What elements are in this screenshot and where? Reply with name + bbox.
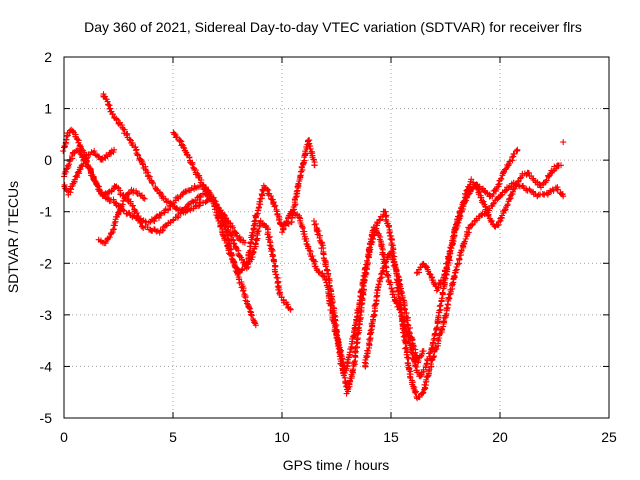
y-axis-label: SDTVAR / TECUs bbox=[5, 181, 21, 293]
point-markers bbox=[170, 129, 248, 246]
y-tick-label: 1 bbox=[44, 101, 52, 117]
x-axis-label: GPS time / hours bbox=[283, 457, 390, 473]
series-arc-5 bbox=[95, 186, 148, 247]
x-tick-labels: 0 5 10 15 20 25 bbox=[60, 429, 617, 445]
y-tick-label: 2 bbox=[44, 49, 52, 65]
x-tick-label: 0 bbox=[60, 429, 68, 445]
series-arc-6 bbox=[170, 129, 248, 246]
series-arc-4 bbox=[61, 146, 118, 198]
point-markers bbox=[217, 209, 294, 313]
series-arc-3 bbox=[100, 91, 214, 216]
y-tick-label: -2 bbox=[40, 255, 53, 271]
series-arc-10 bbox=[361, 248, 427, 370]
point-markers bbox=[100, 91, 214, 216]
point-markers bbox=[560, 139, 567, 146]
y-tick-label: 0 bbox=[44, 152, 52, 168]
series-arc-11 bbox=[413, 162, 564, 294]
x-tick-label: 10 bbox=[274, 429, 290, 445]
point-markers bbox=[279, 179, 567, 402]
y-tick-label: -5 bbox=[40, 410, 53, 426]
axis-ticks bbox=[63, 56, 610, 419]
point-markers bbox=[361, 248, 427, 370]
y-tick-labels: -5 -4 -3 -2 -1 0 1 2 bbox=[40, 49, 53, 426]
x-tick-label: 15 bbox=[383, 429, 399, 445]
point-markers bbox=[413, 162, 564, 294]
chart-title: Day 360 of 2021, Sidereal Day-to-day VTE… bbox=[84, 19, 582, 35]
series-arc-12 bbox=[560, 139, 567, 146]
y-tick-label: -3 bbox=[40, 307, 53, 323]
series-arc-7 bbox=[217, 209, 294, 313]
plot-frame bbox=[63, 56, 610, 419]
x-tick-label: 25 bbox=[601, 429, 617, 445]
x-tick-label: 5 bbox=[169, 429, 177, 445]
series-arc-8 bbox=[279, 179, 567, 402]
point-markers bbox=[61, 146, 118, 198]
x-tick-label: 20 bbox=[492, 429, 508, 445]
point-markers bbox=[95, 186, 148, 247]
grid-lines bbox=[64, 57, 609, 418]
y-tick-label: -4 bbox=[40, 358, 53, 374]
data-points bbox=[60, 91, 567, 402]
y-tick-label: -1 bbox=[40, 204, 53, 220]
